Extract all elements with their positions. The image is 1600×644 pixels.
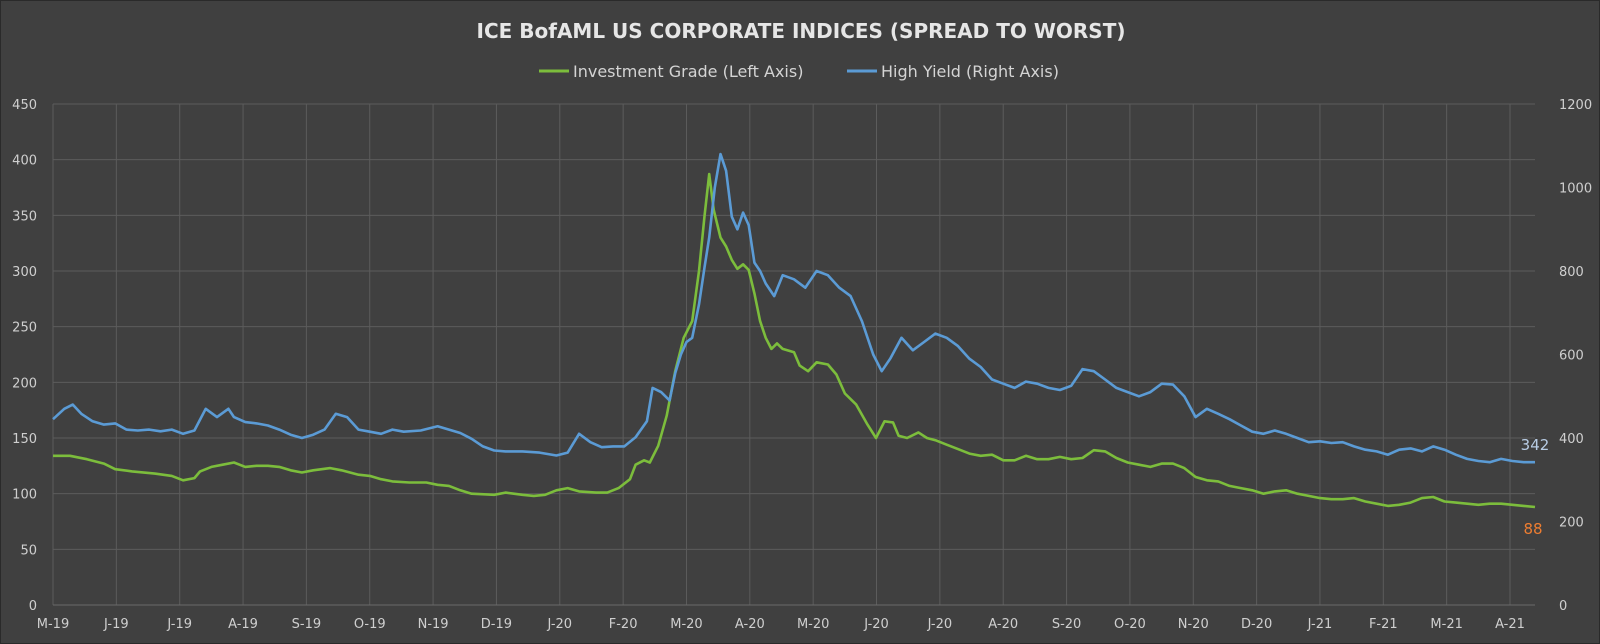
y-left-tick-label: 300: [12, 265, 37, 280]
y-right-tick-label: 800: [1559, 265, 1584, 280]
y-left-tick-label: 0: [29, 599, 37, 614]
x-tick-label: J-20: [546, 617, 572, 632]
y-left-tick-label: 400: [12, 154, 37, 169]
x-tick-label: M-20: [797, 617, 829, 632]
x-tick-label: M-21: [1430, 617, 1462, 632]
y-left-tick-label: 50: [20, 543, 37, 558]
legend: Investment Grade (Left Axis) High Yield …: [539, 62, 1059, 81]
y-right-tick-label: 0: [1559, 599, 1567, 614]
legend-label-investment-grade: Investment Grade (Left Axis): [573, 62, 803, 81]
y-right-tick-label: 1000: [1559, 182, 1592, 197]
x-tick-label: J-20: [863, 617, 889, 632]
left-axis: 0 50 100 150 200 250 300 350 400 450: [12, 98, 37, 614]
x-tick-label: D-20: [1241, 617, 1272, 632]
x-tick-label: S-20: [1052, 617, 1082, 632]
y-left-tick-label: 100: [12, 488, 37, 503]
chart-title: ICE BofAML US CORPORATE INDICES (SPREAD …: [477, 19, 1126, 43]
x-tick-label: A-20: [735, 617, 765, 632]
x-tick-label: J-19: [103, 617, 129, 632]
x-tick-label: F-20: [609, 617, 638, 632]
y-left-tick-label: 150: [12, 432, 37, 447]
x-axis: M-19 J-19 J-19 A-19 S-19 O-19 N-19 D-19 J-20 F-20…: [37, 617, 1525, 632]
y-right-tick-label: 400: [1559, 432, 1584, 447]
y-left-tick-label: 200: [12, 376, 37, 391]
y-left-tick-label: 250: [12, 321, 37, 336]
y-right-tick-label: 1200: [1559, 98, 1592, 113]
x-tick-label: S-19: [292, 617, 322, 632]
investment-grade-line: [53, 172, 1536, 509]
x-tick-label: D-19: [481, 617, 512, 632]
x-tick-label: N-20: [1178, 617, 1209, 632]
x-tick-label: M-20: [670, 617, 702, 632]
x-tick-label: J-21: [1307, 617, 1333, 632]
y-right-tick-label: 200: [1559, 516, 1584, 531]
x-tick-label: J-19: [166, 617, 192, 632]
right-axis: 0 200 400 600 800 1000 1200: [1559, 98, 1592, 614]
y-left-tick-label: 350: [12, 209, 37, 224]
investment-grade-last-value: 88: [1523, 520, 1542, 538]
x-tick-label: A-21: [1495, 617, 1525, 632]
y-right-tick-label: 600: [1559, 349, 1584, 364]
legend-label-high-yield: High Yield (Right Axis): [881, 62, 1059, 81]
x-tick-label: O-20: [1114, 617, 1146, 632]
high-yield-last-value: 342: [1521, 436, 1550, 454]
x-tick-label: O-19: [354, 617, 386, 632]
x-tick-label: A-19: [228, 617, 258, 632]
x-tick-label: F-21: [1369, 617, 1398, 632]
x-tick-label: J-20: [927, 617, 953, 632]
y-left-tick-label: 450: [12, 98, 37, 113]
x-tick-label: M-19: [37, 617, 69, 632]
x-tick-label: N-19: [418, 617, 449, 632]
x-tick-label: A-20: [988, 617, 1018, 632]
high-yield-line: [52, 152, 1535, 464]
